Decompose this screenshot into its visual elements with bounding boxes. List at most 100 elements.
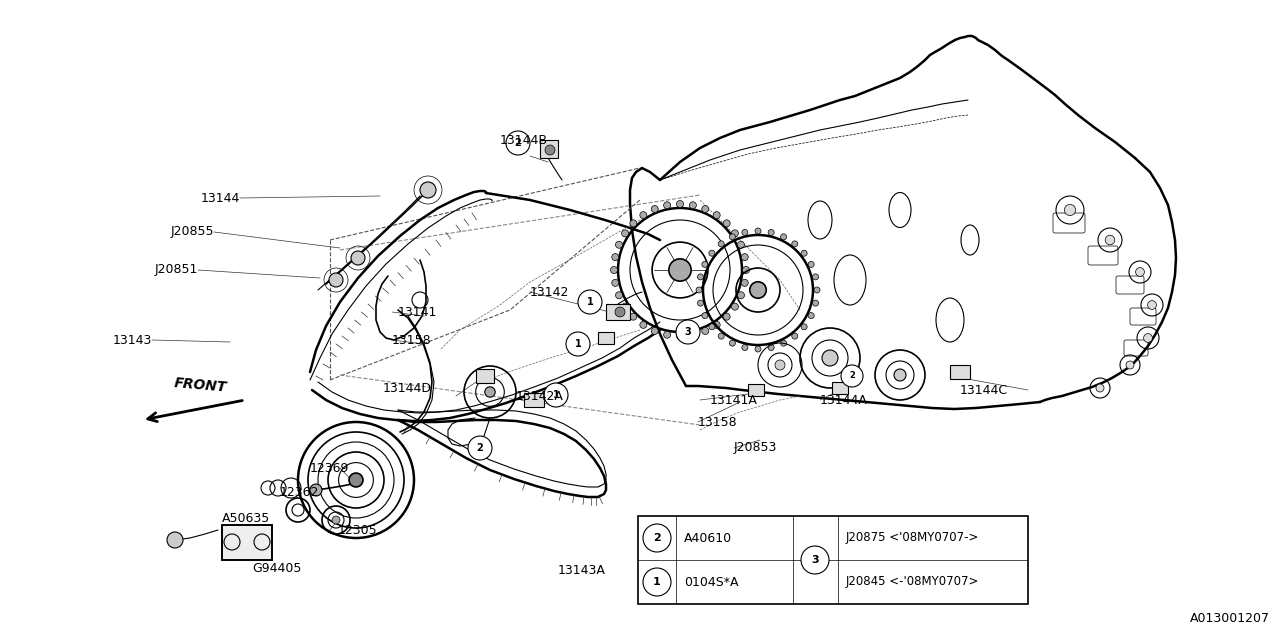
Bar	[637, 516, 1028, 604]
Text: 12362: 12362	[280, 486, 320, 499]
Circle shape	[611, 266, 617, 273]
Text: 13142A: 13142A	[516, 390, 564, 403]
Circle shape	[696, 287, 701, 293]
Circle shape	[663, 202, 671, 209]
Circle shape	[643, 524, 671, 552]
Circle shape	[701, 312, 708, 319]
Bar	[598, 332, 614, 344]
Circle shape	[1065, 204, 1075, 216]
Text: 13144A: 13144A	[820, 394, 868, 406]
Circle shape	[612, 280, 618, 286]
Circle shape	[774, 360, 785, 370]
Circle shape	[640, 321, 646, 328]
Circle shape	[676, 320, 700, 344]
Circle shape	[792, 333, 797, 339]
Text: 3: 3	[685, 327, 691, 337]
Circle shape	[544, 383, 568, 407]
Circle shape	[349, 473, 364, 487]
Circle shape	[701, 261, 708, 268]
Circle shape	[630, 313, 637, 320]
Circle shape	[781, 234, 787, 240]
Circle shape	[737, 241, 745, 248]
Circle shape	[566, 332, 590, 356]
Circle shape	[420, 182, 436, 198]
Circle shape	[485, 387, 495, 397]
Circle shape	[801, 546, 829, 574]
Text: 3: 3	[812, 555, 819, 565]
Circle shape	[713, 212, 721, 219]
Circle shape	[690, 332, 696, 338]
Text: 13144D: 13144D	[383, 381, 433, 394]
Circle shape	[730, 340, 736, 346]
Text: 0104S*A: 0104S*A	[684, 575, 739, 589]
Circle shape	[755, 228, 762, 234]
Text: 13144C: 13144C	[960, 383, 1009, 397]
Circle shape	[332, 516, 340, 524]
Circle shape	[701, 328, 709, 335]
Circle shape	[622, 303, 628, 310]
Circle shape	[652, 205, 658, 212]
Circle shape	[713, 321, 721, 328]
Circle shape	[166, 532, 183, 548]
Circle shape	[579, 290, 602, 314]
Circle shape	[663, 332, 671, 338]
Circle shape	[677, 200, 684, 207]
Circle shape	[814, 287, 820, 293]
Circle shape	[741, 280, 749, 286]
Circle shape	[1105, 235, 1115, 244]
Text: 12305: 12305	[338, 524, 378, 536]
Text: J20851: J20851	[155, 264, 198, 276]
Text: 1: 1	[575, 339, 581, 349]
Circle shape	[841, 365, 863, 387]
Text: 13144B: 13144B	[500, 134, 548, 147]
Bar	[221, 525, 273, 560]
Circle shape	[622, 230, 628, 237]
Bar	[950, 365, 970, 379]
Circle shape	[801, 324, 808, 330]
Circle shape	[616, 241, 622, 248]
Circle shape	[1143, 333, 1152, 342]
Text: J20845 <-'08MY0707>: J20845 <-'08MY0707>	[846, 575, 979, 589]
Circle shape	[742, 344, 748, 351]
Circle shape	[723, 220, 730, 227]
Text: 13142: 13142	[530, 285, 570, 298]
Circle shape	[669, 259, 691, 281]
Circle shape	[731, 303, 739, 310]
Text: J20853: J20853	[733, 442, 777, 454]
Circle shape	[612, 253, 618, 260]
Text: 13158: 13158	[392, 333, 431, 346]
Circle shape	[813, 300, 818, 306]
Circle shape	[801, 250, 808, 256]
Circle shape	[701, 205, 709, 212]
Circle shape	[1148, 301, 1156, 309]
Text: 1: 1	[553, 390, 559, 400]
Circle shape	[1126, 361, 1134, 369]
Text: G94405: G94405	[252, 561, 301, 575]
Text: 13141: 13141	[398, 305, 438, 319]
Circle shape	[614, 307, 625, 317]
Text: 2: 2	[653, 533, 660, 543]
Bar	[476, 369, 494, 383]
Circle shape	[822, 350, 838, 366]
Circle shape	[506, 131, 530, 155]
Text: 13158: 13158	[698, 415, 737, 429]
Text: 1: 1	[653, 577, 660, 587]
Circle shape	[310, 484, 323, 496]
Circle shape	[643, 568, 671, 596]
Circle shape	[351, 251, 365, 265]
Circle shape	[750, 282, 767, 298]
Circle shape	[698, 300, 704, 306]
Text: J20855: J20855	[170, 225, 214, 239]
Circle shape	[329, 273, 343, 287]
Bar	[748, 384, 764, 396]
Circle shape	[1135, 268, 1144, 276]
Text: A50635: A50635	[221, 511, 270, 525]
Circle shape	[741, 253, 749, 260]
Circle shape	[468, 436, 492, 460]
Circle shape	[742, 266, 750, 273]
Text: FRONT: FRONT	[173, 376, 227, 395]
Circle shape	[690, 202, 696, 209]
Text: 2: 2	[515, 138, 521, 148]
Circle shape	[630, 220, 637, 227]
Bar	[524, 393, 544, 407]
